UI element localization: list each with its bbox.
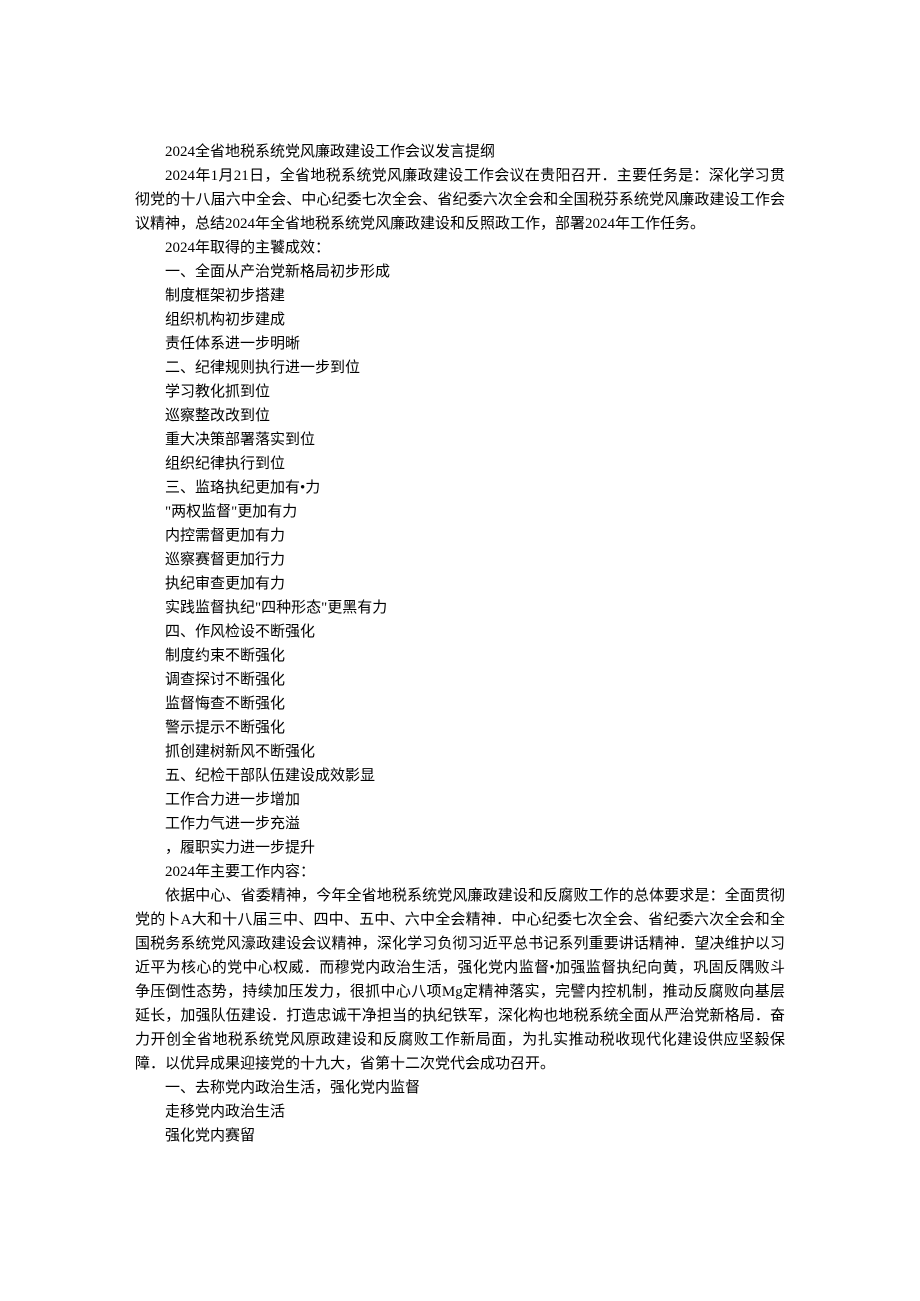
section-2-item: 组织纪律执行到位 bbox=[135, 452, 785, 476]
section-a-header: 2024年取得的主饕成效： bbox=[135, 236, 785, 260]
section-b1-item: 走移党内政治生活 bbox=[135, 1100, 785, 1124]
section-4-title: 四、作风检设不断强化 bbox=[135, 620, 785, 644]
section-4-item: 制度约束不断强化 bbox=[135, 644, 785, 668]
section-5-item: ，履职实力进一步提升 bbox=[135, 836, 785, 860]
main-paragraph: 依据中心、省委精神，今年全省地税系统党风廉政建设和反腐败工作的总体要求是：全面贯… bbox=[135, 884, 785, 1076]
section-3-title: 三、监珞执纪更加有•力 bbox=[135, 476, 785, 500]
section-b1-title: 一、去称党内政治生活，强化党内监督 bbox=[135, 1076, 785, 1100]
section-1-title: 一、全面从产治党新格局初步形成 bbox=[135, 260, 785, 284]
section-b-header: 2024年主要工作内容： bbox=[135, 860, 785, 884]
section-2-item: 学习教化抓到位 bbox=[135, 380, 785, 404]
section-2-title: 二、纪律规则执行进一步到位 bbox=[135, 356, 785, 380]
section-1-item: 制度框架初步搭建 bbox=[135, 284, 785, 308]
section-3-item: 内控需督更加有力 bbox=[135, 524, 785, 548]
intro-paragraph: 2024年1月21日，全省地税系统党风廉政建设工作会议在贵阳召开．主要任务是：深… bbox=[135, 164, 785, 236]
section-5-title: 五、纪检干部队伍建设成效影显 bbox=[135, 764, 785, 788]
section-2-item: 巡察整改改到位 bbox=[135, 404, 785, 428]
section-4-item: 监督悔查不断强化 bbox=[135, 692, 785, 716]
section-3-item: "两权监督"更加有力 bbox=[135, 500, 785, 524]
section-3-item: 巡察赛督更加行力 bbox=[135, 548, 785, 572]
section-3-item: 实践监督执纪"四种形态"更黑有力 bbox=[135, 596, 785, 620]
section-1-item: 责任体系进一步明晰 bbox=[135, 332, 785, 356]
section-5-item: 工作合力进一步增加 bbox=[135, 788, 785, 812]
section-4-item: 调查探讨不断强化 bbox=[135, 668, 785, 692]
section-1-item: 组织机构初步建成 bbox=[135, 308, 785, 332]
section-2-item: 重大决策部署落实到位 bbox=[135, 428, 785, 452]
document-title: 2024全省地税系统党风廉政建设工作会议发言提纲 bbox=[135, 140, 785, 164]
section-3-item: 执纪审查更加有力 bbox=[135, 572, 785, 596]
section-4-item: 警示提示不断强化 bbox=[135, 716, 785, 740]
section-4-item: 抓创建树新风不断强化 bbox=[135, 740, 785, 764]
section-b1-item: 强化党内赛留 bbox=[135, 1124, 785, 1148]
section-5-item: 工作力气进一步充溢 bbox=[135, 812, 785, 836]
